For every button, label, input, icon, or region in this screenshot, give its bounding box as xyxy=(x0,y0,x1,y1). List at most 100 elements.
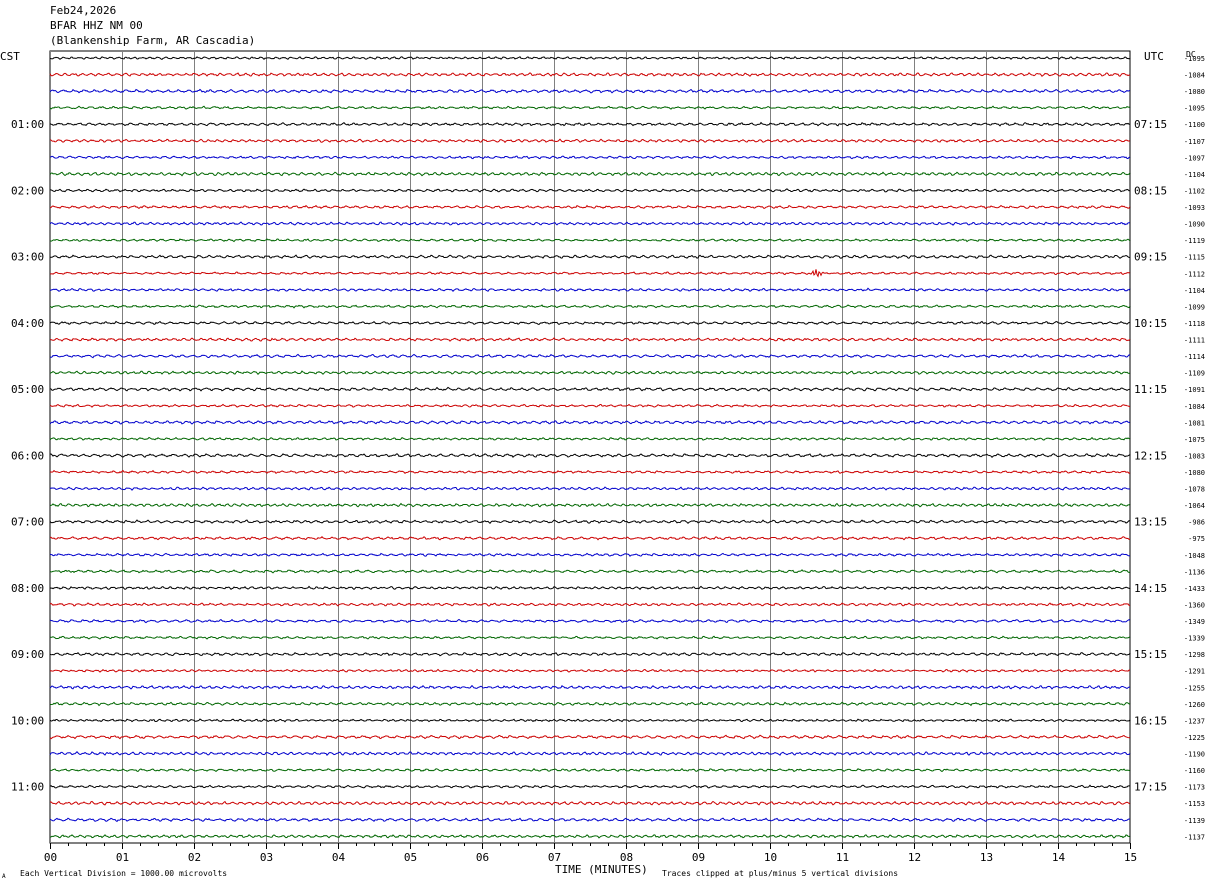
seismic-trace xyxy=(49,155,1131,160)
dc-offset-label: -1102 xyxy=(1184,187,1205,195)
dc-offset-label: -1225 xyxy=(1184,734,1205,742)
left-hour-label: 08:00 xyxy=(11,582,44,595)
right-hour-label: 14:15 xyxy=(1134,582,1167,595)
dc-offset-label: -1064 xyxy=(1184,502,1205,510)
seismic-trace xyxy=(49,105,1131,110)
seismic-trace xyxy=(49,651,1131,657)
left-hour-label: 11:00 xyxy=(11,781,44,794)
dc-offset-label: -1115 xyxy=(1184,254,1205,262)
seismic-trace xyxy=(49,370,1131,375)
dc-offset-label: -1095 xyxy=(1184,55,1205,63)
dc-offset-label: -1080 xyxy=(1184,469,1205,477)
seismic-trace xyxy=(49,502,1131,508)
grid xyxy=(49,50,1131,849)
dc-offset-label: -1114 xyxy=(1184,353,1205,361)
seismic-trace xyxy=(49,618,1131,624)
seismic-trace xyxy=(49,734,1131,740)
x-tick-label: 02 xyxy=(188,851,201,864)
dc-offset-label: -1260 xyxy=(1184,701,1205,709)
seismic-trace xyxy=(49,453,1131,458)
x-tick-label: 12 xyxy=(908,851,921,864)
x-axis-label: TIME (MINUTES) xyxy=(555,863,648,876)
dc-offset-label: -1112 xyxy=(1184,270,1205,278)
seismic-trace xyxy=(49,419,1131,425)
x-tick-label: 06 xyxy=(476,851,489,864)
x-tick-label: 00 xyxy=(44,851,57,864)
dc-offset-label: -1360 xyxy=(1184,601,1205,609)
dc-offset-label: -1433 xyxy=(1184,585,1205,593)
seismic-trace xyxy=(49,602,1131,607)
right-hour-label: 16:15 xyxy=(1134,714,1167,727)
clip-note: Traces clipped at plus/minus 5 vertical … xyxy=(662,869,899,878)
seismic-trace xyxy=(49,72,1131,78)
seismic-trace xyxy=(49,56,1131,61)
seismic-trace xyxy=(49,171,1131,177)
dc-offset-label: -1078 xyxy=(1184,486,1205,494)
seismic-trace xyxy=(49,353,1131,359)
seismic-trace xyxy=(49,403,1131,408)
seismic-trace xyxy=(49,486,1131,491)
x-tick-label: 05 xyxy=(404,851,417,864)
seismic-trace xyxy=(49,304,1131,309)
seismic-trace xyxy=(49,751,1131,756)
seismic-trace xyxy=(49,552,1131,557)
right-hour-label: 09:15 xyxy=(1134,251,1167,264)
dc-offset-label: -1118 xyxy=(1184,320,1205,328)
seismic-trace xyxy=(49,238,1131,243)
dc-offset-label: -1119 xyxy=(1184,237,1205,245)
dc-offset-label: -975 xyxy=(1188,535,1205,543)
traces xyxy=(49,56,1131,839)
seismic-trace xyxy=(49,320,1131,326)
dc-offset-label: -1255 xyxy=(1184,684,1205,692)
right-hour-label: 17:15 xyxy=(1134,781,1167,794)
right-hour-label: 12:15 xyxy=(1134,449,1167,462)
seismic-trace xyxy=(49,834,1131,839)
right-hour-label: 10:15 xyxy=(1134,317,1167,330)
dc-offset-label: -1090 xyxy=(1184,221,1205,229)
dc-offset-label: -1100 xyxy=(1184,121,1205,129)
x-tick-label: 01 xyxy=(116,851,129,864)
seismic-trace xyxy=(49,718,1131,723)
dc-offset-label: -1111 xyxy=(1184,337,1205,345)
right-hour-label: 15:15 xyxy=(1134,648,1167,661)
seismic-trace xyxy=(49,668,1130,673)
dc-offset-label: -1048 xyxy=(1184,552,1205,560)
seismic-trace xyxy=(49,569,1131,574)
plot-frame xyxy=(49,50,1131,844)
dc-offset-label: -1109 xyxy=(1184,370,1205,378)
left-hour-label: 09:00 xyxy=(11,648,44,661)
seismic-trace xyxy=(49,635,1131,640)
seismic-trace xyxy=(49,684,1131,690)
seismic-trace xyxy=(49,536,1131,541)
dc-offset-label: -1349 xyxy=(1184,618,1205,626)
dc-offset-label: -1099 xyxy=(1184,303,1205,311)
left-hour-label: 03:00 xyxy=(11,251,44,264)
dc-offset-label: -1153 xyxy=(1184,800,1205,808)
dc-offset-label: -1137 xyxy=(1184,833,1205,841)
dc-offset-label: -1095 xyxy=(1184,105,1205,113)
x-tick-label: 03 xyxy=(260,851,273,864)
dc-offset-label: -986 xyxy=(1188,519,1205,527)
x-tick-label: 08 xyxy=(620,851,633,864)
axis-labels: 00 01 02 03 04 05 06 07 08 09 10 11 12 13 14 15 -1095 -10… xyxy=(11,55,1205,864)
left-hour-label: 05:00 xyxy=(11,383,44,396)
x-tick-label: 07 xyxy=(548,851,561,864)
header-location: (Blankenship Farm, AR Cascadia) xyxy=(50,34,256,47)
dc-offset-label: -1097 xyxy=(1184,154,1205,162)
dc-offset-label: -1104 xyxy=(1184,171,1205,179)
seismic-trace xyxy=(49,519,1131,525)
dc-offset-label: -1080 xyxy=(1184,88,1205,96)
seismic-trace xyxy=(49,269,1131,278)
dc-offset-label: -1173 xyxy=(1184,784,1205,792)
dc-offset-label: -1339 xyxy=(1184,635,1205,643)
seismic-trace xyxy=(49,287,1131,292)
dc-offset-label: -1093 xyxy=(1184,204,1205,212)
left-hour-label: 07:00 xyxy=(11,516,44,529)
dc-offset-label: -1139 xyxy=(1184,817,1205,825)
dc-offset-label: -1075 xyxy=(1184,436,1205,444)
x-tick-label: 11 xyxy=(836,851,849,864)
right-hour-label: 07:15 xyxy=(1134,118,1167,131)
dc-offset-label: -1160 xyxy=(1184,767,1205,775)
seismic-trace xyxy=(49,701,1131,707)
